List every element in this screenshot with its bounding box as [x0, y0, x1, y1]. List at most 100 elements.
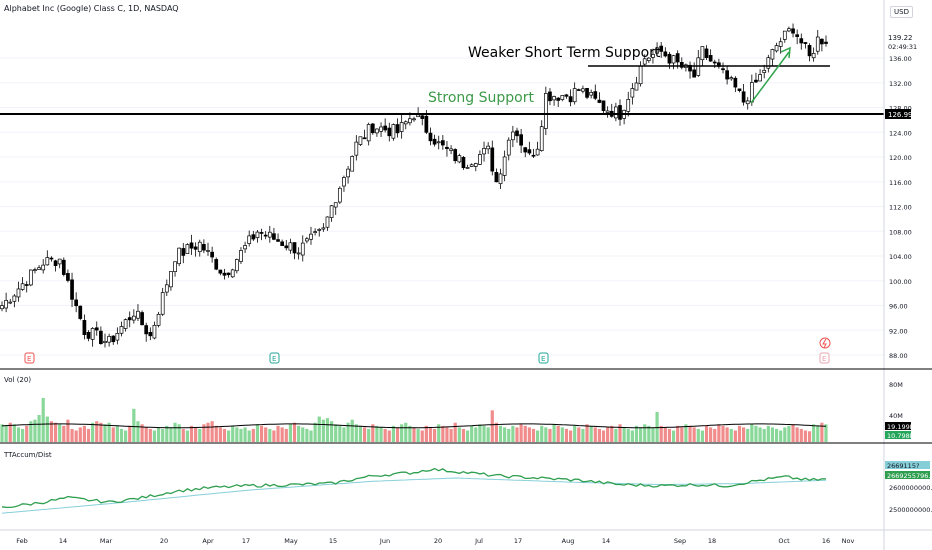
candle [119, 321, 124, 337]
candle [523, 146, 528, 158]
candle [305, 236, 309, 244]
strong-support-tag: 126.99 [888, 111, 913, 119]
time-tick: 20 [434, 537, 442, 545]
volume-bar [424, 425, 428, 442]
volume-bar [202, 424, 206, 442]
price-tick: 92.00 [889, 327, 908, 335]
candle [24, 281, 29, 293]
volume-bar [144, 427, 148, 442]
candle [651, 48, 655, 64]
volume-bar [577, 427, 581, 442]
volume-bar [124, 430, 128, 442]
candle [445, 140, 449, 157]
volume-bar [779, 430, 783, 442]
volume-bar [626, 428, 630, 442]
time-tick: May [284, 537, 298, 545]
candle [737, 88, 742, 93]
candle [181, 243, 186, 264]
candle [210, 246, 214, 263]
symbol-title: Alphabet Inc (Google) Class C, 1D, NASDA… [4, 4, 179, 13]
volume-bar [663, 427, 667, 442]
candle [354, 135, 359, 161]
candle [383, 118, 388, 133]
volume-bar [816, 425, 820, 442]
volume-bar [383, 428, 387, 442]
volume-bar [136, 421, 140, 442]
candle [688, 61, 692, 79]
volume-bar [309, 430, 313, 442]
candle [717, 58, 721, 69]
candle [696, 49, 701, 77]
volume-bar [194, 427, 198, 442]
volume-bar [498, 425, 503, 442]
volume-bar [787, 425, 791, 442]
candle [469, 163, 474, 168]
candle [272, 227, 276, 241]
volume-tick: 80M [889, 381, 903, 389]
price-axis[interactable]: 136.00 132.00 128.00 124.00 120.00 116.00 112.… [889, 55, 912, 360]
upcoming-earnings-marker[interactable]: E [819, 337, 831, 364]
candle [535, 141, 540, 156]
volume-bar [729, 428, 733, 442]
candle [313, 228, 317, 236]
candle [350, 155, 355, 172]
candle [531, 148, 536, 159]
candle [465, 164, 470, 169]
candle [745, 97, 750, 110]
candle [292, 242, 297, 260]
candle [762, 64, 767, 79]
candle [556, 97, 561, 108]
earnings-marker[interactable]: E [269, 352, 280, 364]
volume-bar [185, 430, 189, 442]
candle [478, 150, 482, 166]
volume-bar [461, 428, 466, 442]
volume-bar [433, 428, 437, 442]
volume-bar [437, 424, 441, 442]
volume-bar [746, 428, 750, 442]
candle [527, 141, 532, 156]
volume-bar [766, 425, 770, 442]
ma-volume: 10.798M [887, 432, 915, 440]
candle [655, 42, 659, 55]
volume-bar [482, 425, 486, 442]
volume-bar [812, 424, 816, 442]
ma-volume-tag-bg [885, 431, 911, 439]
candle [103, 333, 107, 348]
earnings-marker[interactable]: E [24, 352, 35, 364]
candle [721, 62, 725, 74]
time-axis[interactable]: Feb 14 Mar 20 Apr 17 May 15 Jun 20 Jul 17 Aug 14 Sep 18… [16, 537, 854, 545]
candle [490, 140, 495, 176]
volume-ma-line [1, 423, 827, 429]
volume-bar [560, 427, 564, 442]
volume-bar [523, 425, 527, 442]
volume-bar [189, 425, 194, 442]
candle [61, 257, 66, 277]
candle [663, 47, 668, 58]
volume-bar [107, 422, 111, 442]
volume-bar [119, 428, 124, 442]
volume-bar [519, 424, 523, 442]
volume-bar [659, 425, 663, 442]
volume-bar [99, 422, 103, 442]
volume-bar [783, 427, 787, 442]
volume-bar [762, 428, 766, 442]
volume-bar [807, 431, 812, 442]
candle [197, 239, 202, 257]
candle [589, 89, 594, 99]
earnings-marker[interactable]: E [538, 352, 549, 364]
candle [432, 134, 437, 147]
candle [391, 123, 396, 141]
currency-button[interactable]: USD [890, 6, 913, 18]
candle [486, 142, 491, 154]
candle [267, 225, 272, 243]
volume-bar [527, 427, 531, 442]
volume-bar [395, 427, 400, 442]
candle [94, 321, 99, 336]
volume-bar [478, 424, 482, 442]
price-tick: 108.00 [889, 228, 912, 236]
volume-bar [152, 430, 157, 442]
time-tick: 17 [514, 537, 522, 545]
candle [366, 122, 371, 146]
candle [774, 42, 779, 53]
